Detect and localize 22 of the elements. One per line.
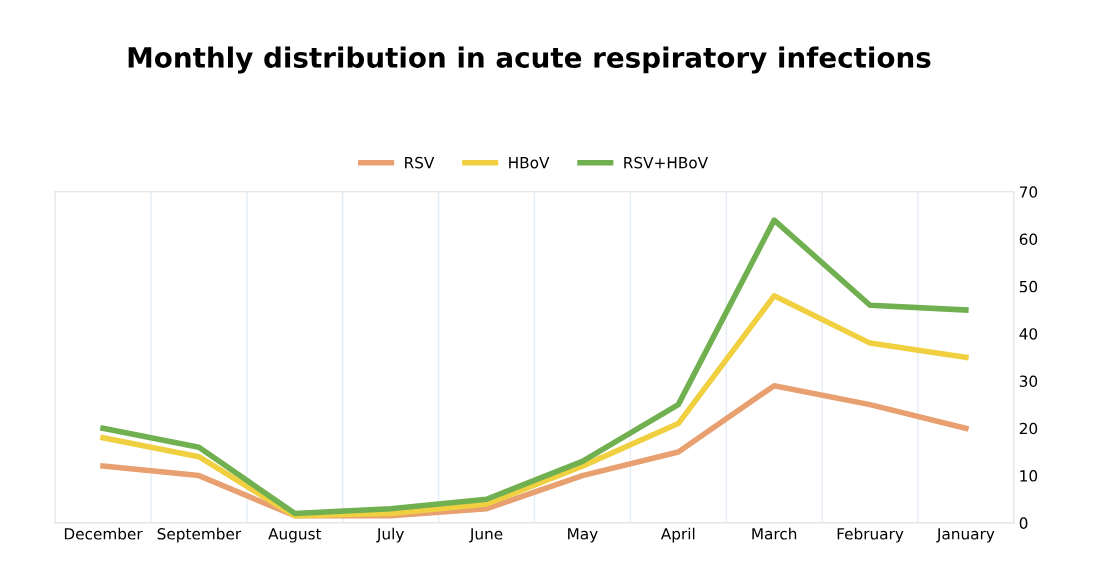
x-tick-label: August [268,528,322,543]
x-tick-label: March [752,527,797,540]
y-tick-label: 20 [1019,422,1038,435]
y-tick-label: 40 [1019,328,1038,340]
x-tick-label: June [469,528,503,543]
chart-title: Monthly distribution in acute respiratory infections [128,46,931,74]
y-tick-label: 10 [1020,470,1038,482]
y-tick-label: 30 [1019,375,1038,387]
x-tick-label: May [568,528,598,543]
x-tick-label: April [660,527,695,543]
legend-label: HBoV [509,157,550,169]
y-tick-label: 50 [1019,280,1038,293]
y-tick-label: 0 [1019,517,1028,529]
legend-label: RSV [405,156,435,169]
x-tick-label: July [376,527,404,543]
x-tick-label: January [936,528,995,543]
x-tick-label: September [157,527,242,543]
y-tick-label: 60 [1019,233,1038,246]
x-tick-label: December [64,527,143,540]
legend-label: RSV+HBoV [624,156,708,169]
y-tick-label: 70 [1019,186,1038,198]
x-tick-label: February [837,527,904,543]
